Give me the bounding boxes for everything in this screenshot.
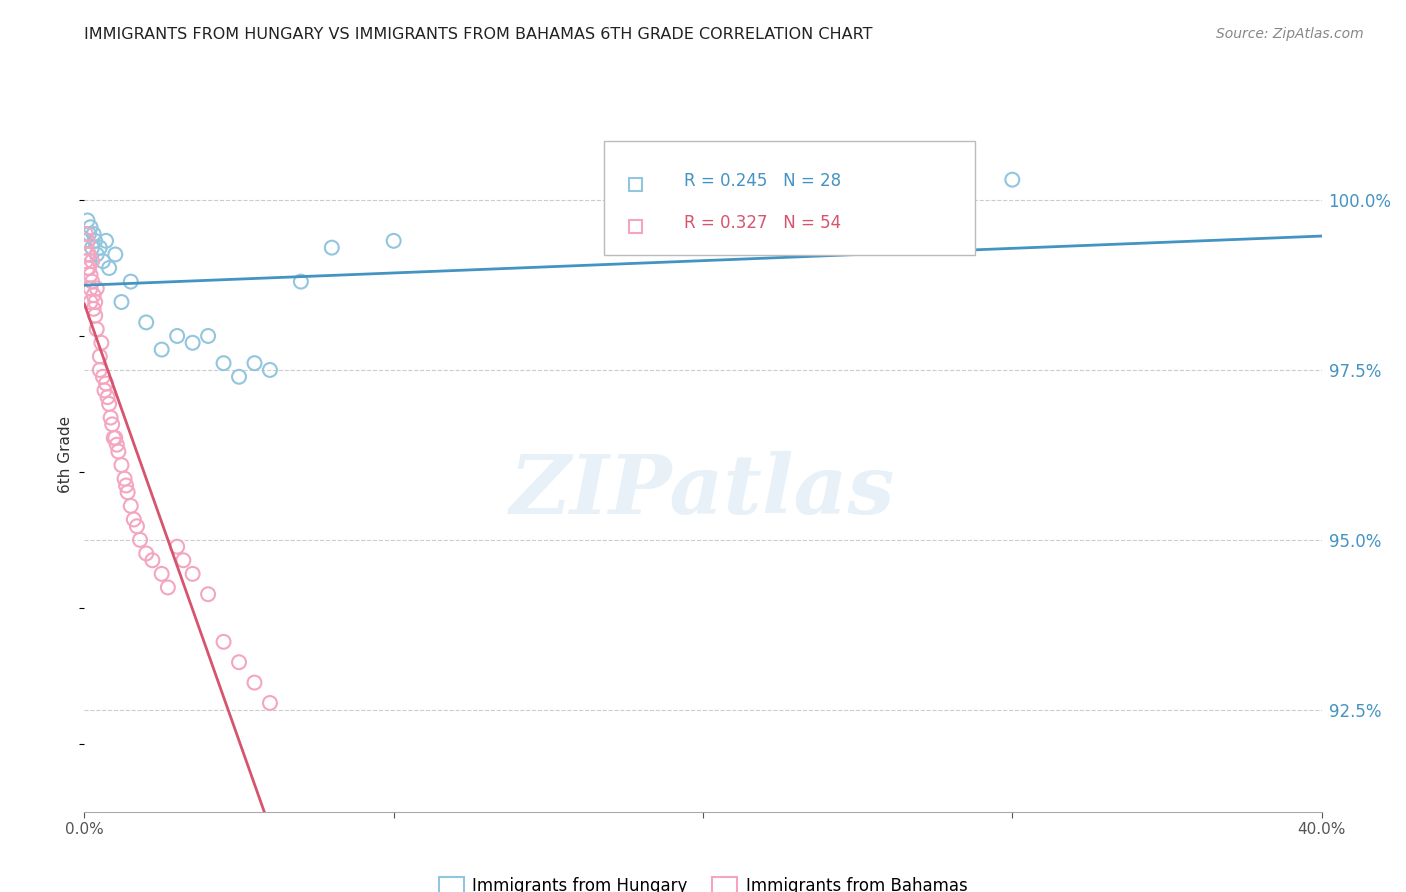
- Point: [382, 234, 405, 248]
- Text: ZIPatlas: ZIPatlas: [510, 450, 896, 531]
- Point: [84, 234, 107, 248]
- Point: [120, 275, 142, 289]
- Point: [228, 369, 250, 384]
- Point: [141, 553, 163, 567]
- Point: [91, 254, 114, 268]
- Point: [212, 635, 235, 649]
- Point: [82, 254, 104, 268]
- Point: [76, 247, 98, 261]
- Point: [212, 356, 235, 370]
- Point: [321, 241, 343, 255]
- Point: [94, 376, 117, 391]
- Point: [114, 472, 136, 486]
- Point: [89, 363, 111, 377]
- Point: [290, 275, 312, 289]
- Point: [82, 241, 104, 255]
- Point: [86, 322, 108, 336]
- Point: [117, 485, 139, 500]
- Point: [105, 438, 128, 452]
- Point: [110, 458, 132, 472]
- Point: [197, 329, 219, 343]
- Point: [122, 512, 145, 526]
- Point: [79, 281, 101, 295]
- FancyBboxPatch shape: [605, 141, 976, 255]
- Text: R = 0.245   N = 28: R = 0.245 N = 28: [685, 172, 842, 190]
- Point: [1001, 172, 1024, 186]
- Point: [76, 234, 98, 248]
- Text: IMMIGRANTS FROM HUNGARY VS IMMIGRANTS FROM BAHAMAS 6TH GRADE CORRELATION CHART: IMMIGRANTS FROM HUNGARY VS IMMIGRANTS FR…: [84, 27, 873, 42]
- Point: [98, 260, 121, 275]
- Point: [76, 260, 98, 275]
- Point: [104, 247, 127, 261]
- Point: [79, 220, 101, 235]
- Point: [82, 275, 104, 289]
- Point: [107, 444, 129, 458]
- Point: [84, 295, 107, 310]
- Point: [150, 566, 173, 581]
- Point: [76, 213, 98, 227]
- Point: [83, 227, 105, 241]
- Legend: Immigrants from Hungary, Immigrants from Bahamas: Immigrants from Hungary, Immigrants from…: [432, 870, 974, 892]
- Point: [135, 546, 157, 560]
- Point: [98, 397, 121, 411]
- Point: [75, 254, 97, 268]
- Point: [197, 587, 219, 601]
- Text: Source: ZipAtlas.com: Source: ZipAtlas.com: [1216, 27, 1364, 41]
- Point: [79, 295, 101, 310]
- Point: [228, 655, 250, 669]
- Point: [110, 295, 132, 310]
- Point: [156, 581, 179, 595]
- Point: [86, 247, 108, 261]
- Point: [86, 281, 108, 295]
- Point: [104, 431, 127, 445]
- Point: [166, 329, 188, 343]
- Point: [181, 566, 204, 581]
- Point: [90, 335, 112, 350]
- Point: [77, 247, 100, 261]
- Point: [75, 241, 97, 255]
- Point: [181, 335, 204, 350]
- Point: [89, 241, 111, 255]
- Point: [150, 343, 173, 357]
- Point: [79, 268, 101, 282]
- Point: [103, 431, 125, 445]
- Point: [94, 234, 117, 248]
- Point: [91, 369, 114, 384]
- Text: R = 0.327   N = 54: R = 0.327 N = 54: [685, 214, 842, 232]
- Point: [77, 260, 100, 275]
- Point: [259, 363, 281, 377]
- Point: [125, 519, 148, 533]
- Point: [129, 533, 152, 547]
- Point: [120, 499, 142, 513]
- Point: [83, 288, 105, 302]
- Point: [100, 410, 122, 425]
- Point: [172, 553, 194, 567]
- Point: [243, 675, 266, 690]
- Point: [115, 478, 138, 492]
- Point: [77, 227, 100, 241]
- Y-axis label: 6th Grade: 6th Grade: [58, 417, 73, 493]
- Point: [259, 696, 281, 710]
- Point: [243, 356, 266, 370]
- Point: [93, 384, 115, 398]
- Point: [101, 417, 124, 432]
- Point: [166, 540, 188, 554]
- Point: [135, 315, 157, 329]
- Point: [83, 301, 105, 316]
- Point: [73, 234, 96, 248]
- Point: [84, 309, 107, 323]
- Point: [97, 390, 120, 404]
- Point: [89, 350, 111, 364]
- Point: [75, 227, 97, 241]
